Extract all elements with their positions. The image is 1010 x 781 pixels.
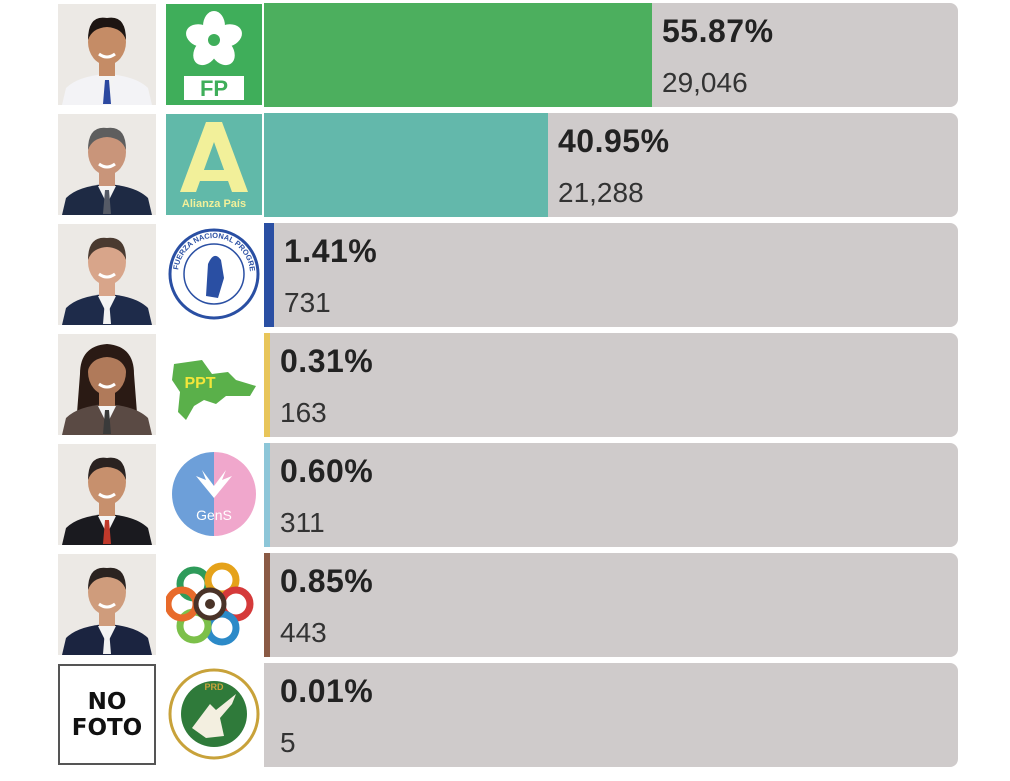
- ppt-logo-text: PPT: [184, 375, 215, 392]
- bar-fill: [264, 113, 548, 217]
- result-row: PPT 0.31% 163: [0, 333, 1010, 437]
- smile-shape: [98, 272, 116, 279]
- bar-fill: [264, 443, 270, 547]
- party-logo: GenS: [166, 444, 262, 545]
- result-row: FUERZA NACIONAL PROGRESISTA 1.41% 731: [0, 223, 1010, 327]
- percent-label: 40.95%: [558, 123, 670, 159]
- rings-logo-graphic: [166, 562, 254, 646]
- smile-shape: [98, 492, 116, 499]
- party-logo: FP: [166, 4, 262, 105]
- smile-shape: [98, 162, 116, 169]
- hair-top: [88, 237, 126, 260]
- result-row: GenS 0.60% 311: [0, 443, 1010, 547]
- candidate-photo: [58, 114, 156, 215]
- party-logo: Alianza País: [166, 114, 262, 215]
- tie-shape: [103, 80, 111, 104]
- bar-track: 0.85% 443: [264, 553, 958, 657]
- tie-shape: [103, 190, 111, 214]
- face-shape: [88, 239, 126, 285]
- bar-fill: [264, 223, 274, 327]
- smile-shape: [98, 602, 116, 609]
- votes-label: 5: [280, 727, 296, 758]
- tie-shape: [103, 410, 111, 434]
- bar-track: 40.95% 21,288: [264, 113, 958, 217]
- portrait-graphic: [58, 114, 156, 215]
- percent-label: 0.85%: [280, 563, 374, 599]
- fp-logo-graphic: FP: [166, 4, 262, 105]
- smile-shape: [98, 52, 116, 59]
- candidate-photo: NO FOTO: [58, 664, 156, 765]
- percent-label: 0.01%: [280, 673, 374, 709]
- gens-logo-graphic: GenS: [172, 452, 256, 536]
- tie-shape: [103, 520, 111, 544]
- result-row: NO FOTO PRD 0.01% 5: [0, 663, 1010, 767]
- result-row: FP 55.87% 29,046: [0, 3, 1010, 107]
- face-shape: [88, 129, 126, 175]
- bar-track: 0.01% 5: [264, 663, 958, 767]
- votes-label: 311: [280, 507, 325, 538]
- fp-logo-text: FP: [200, 76, 228, 101]
- hair-top: [88, 127, 126, 150]
- bar-fill: [264, 333, 270, 437]
- result-row: Alianza País 40.95% 21,288: [0, 113, 1010, 217]
- gens-logo-text: GenS: [196, 507, 232, 523]
- party-logo: [166, 554, 262, 655]
- bar-fill: [264, 663, 270, 767]
- votes-label: 21,288: [558, 177, 644, 208]
- candidate-photo: [58, 224, 156, 325]
- face-shape: [88, 349, 126, 395]
- party-logo: FUERZA NACIONAL PROGRESISTA: [166, 224, 262, 325]
- candidate-photo: [58, 334, 156, 435]
- votes-label: 29,046: [662, 67, 748, 98]
- bar-fill: [264, 3, 652, 107]
- votes-label: 163: [280, 397, 327, 428]
- votes-label: 731: [284, 287, 331, 318]
- percent-label: 1.41%: [284, 233, 378, 269]
- portrait-graphic: [58, 224, 156, 325]
- percent-label: 0.60%: [280, 453, 374, 489]
- prd-seal-graphic: PRD: [168, 668, 260, 760]
- portrait-graphic: [58, 4, 156, 105]
- face-shape: [88, 459, 126, 505]
- percent-label: 0.31%: [280, 343, 374, 379]
- bar-fill: [264, 553, 270, 657]
- candidate-photo: [58, 4, 156, 105]
- party-logo: PPT: [166, 334, 262, 435]
- hair-top: [88, 17, 126, 40]
- candidate-photo: [58, 444, 156, 545]
- votes-label: 443: [280, 617, 327, 648]
- candidate-photo: [58, 554, 156, 655]
- prd-seal-text: PRD: [204, 682, 224, 692]
- fnp-seal-graphic: FUERZA NACIONAL PROGRESISTA: [166, 224, 260, 320]
- bar-track: 55.87% 29,046: [264, 3, 958, 107]
- bar-track: 0.31% 163: [264, 333, 958, 437]
- face-shape: [88, 569, 126, 615]
- portrait-graphic: [58, 334, 156, 435]
- hair-top: [88, 346, 126, 370]
- portrait-graphic: [58, 554, 156, 655]
- face-shape: [88, 19, 126, 65]
- result-row: 0.85% 443: [0, 553, 1010, 657]
- tie-shape: [103, 300, 111, 324]
- hair-top: [88, 457, 126, 480]
- percent-label: 55.87%: [662, 13, 774, 49]
- no-photo-placeholder: NO FOTO: [58, 664, 156, 765]
- smile-shape: [98, 382, 116, 389]
- party-logo: PRD: [166, 664, 262, 765]
- hair-top: [88, 567, 126, 590]
- bar-track: 1.41% 731: [264, 223, 958, 327]
- alianza-pais-logo-graphic: Alianza País: [166, 114, 262, 215]
- portrait-graphic: [58, 444, 156, 545]
- alianza-pais-logo-text: Alianza País: [182, 198, 246, 210]
- tie-shape: [103, 630, 111, 654]
- bar-track: 0.60% 311: [264, 443, 958, 547]
- ppt-logo-graphic: PPT: [172, 360, 256, 420]
